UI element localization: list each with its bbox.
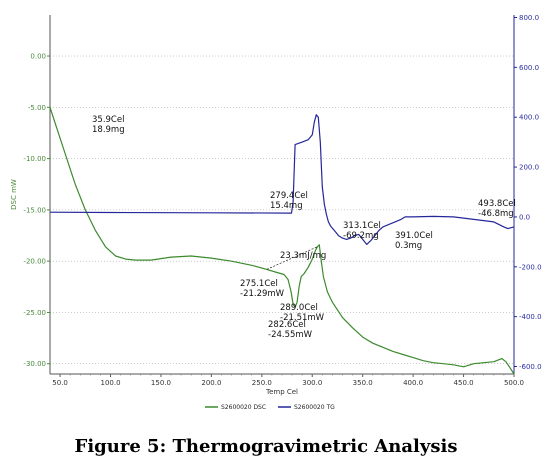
annotation-label: 23.3mJ/mg xyxy=(280,251,326,261)
annotation-label: -69.2mg xyxy=(343,231,379,241)
left-tick-label: -25.00 xyxy=(23,309,46,317)
tg-series-line xyxy=(49,114,515,245)
right-tick-label: 400.0 xyxy=(519,114,539,122)
annotation-label: 391.0Cel xyxy=(395,231,433,241)
figure-caption: Figure 5: Thermogravimetric Analysis xyxy=(75,436,458,457)
annotation-label: 493.8Cel xyxy=(478,199,516,209)
right-tick-label: -200.0 xyxy=(519,263,542,271)
x-tick-label: 100.0 xyxy=(100,379,120,387)
legend: S2600020 DSC S2600020 TG xyxy=(205,404,335,411)
right-tick-label: 800.0 xyxy=(519,14,539,22)
annotation-label: -21.29mW xyxy=(240,289,285,299)
annotation-label: 289.0Cel xyxy=(280,303,318,313)
left-axis-title: DSC mW xyxy=(10,179,18,210)
annotation-label: 275.1Cel xyxy=(240,279,278,289)
annotation-label: -24.55mW xyxy=(268,330,313,340)
x-axis-title: Temp Cel xyxy=(265,388,298,396)
annotation-label: 279.4Cel xyxy=(270,191,308,201)
right-tick-label: 0.0 xyxy=(519,213,530,221)
dsc-peak-baseline xyxy=(266,246,318,270)
series-layer xyxy=(49,107,515,375)
right-tick-label: -400.0 xyxy=(519,313,542,321)
dsc-series-line xyxy=(49,107,515,375)
left-tick-label: 0.00 xyxy=(30,53,46,61)
right-tick-label: -600.0 xyxy=(519,363,542,371)
right-tick-label: 600.0 xyxy=(519,64,539,72)
legend-tg-label: S2600020 TG xyxy=(294,404,335,411)
x-tick-label: 300.0 xyxy=(302,379,322,387)
left-tick-label: -30.00 xyxy=(23,360,46,368)
annotation-label: 313.1Cel xyxy=(343,221,381,231)
x-tick-label: 200.0 xyxy=(201,379,221,387)
annotation-label: 18.9mg xyxy=(92,125,125,135)
annotation-label: 0.3mg xyxy=(395,241,422,251)
axes-layer: 50.0 100.0 150.0 200.0 250.0 300.0 350.0 400.0 4… xyxy=(10,14,542,396)
x-tick-label: 350.0 xyxy=(353,379,373,387)
annotation-label: 282.6Cel xyxy=(268,320,306,330)
annotation-label: 15.4mg xyxy=(270,201,303,211)
x-tick-label: 50.0 xyxy=(52,379,68,387)
right-tick-label: 200.0 xyxy=(519,164,539,172)
x-tick-label: 450.0 xyxy=(454,379,474,387)
grid-layer xyxy=(50,55,514,364)
left-tick-label: -10.00 xyxy=(23,155,46,163)
left-tick-label: -5.00 xyxy=(28,104,46,112)
left-tick-label: -15.00 xyxy=(23,206,46,214)
x-tick-label: 150.0 xyxy=(151,379,171,387)
x-tick-label: 250.0 xyxy=(252,379,272,387)
annotation-label: 35.9Cel xyxy=(92,115,124,125)
x-tick-label: 500.0 xyxy=(504,379,524,387)
legend-dsc-label: S2600020 DSC xyxy=(221,404,266,411)
annotation-label: -21.51mW xyxy=(280,313,325,323)
left-tick-label: -20.00 xyxy=(23,258,46,266)
annotation-label: -46.8mg xyxy=(478,209,514,219)
x-tick-label: 400.0 xyxy=(403,379,423,387)
